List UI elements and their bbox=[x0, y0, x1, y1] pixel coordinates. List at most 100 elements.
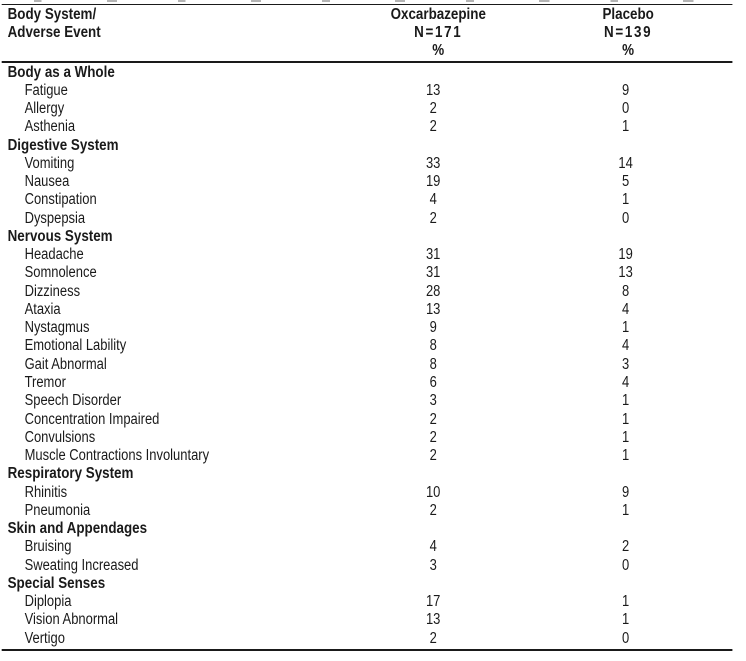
oxcarbazepine-value: 13 bbox=[425, 81, 441, 99]
oxcarbazepine-value: 2 bbox=[429, 100, 437, 118]
table-row: Sweating Increased 3 0 bbox=[0, 557, 746, 575]
table-row: Vertigo 2 0 bbox=[0, 630, 746, 648]
table-row: Dyspepsia 2 0 bbox=[0, 210, 746, 228]
placebo-value: 1 bbox=[621, 611, 630, 629]
column-header-body-system-adverse-event: Body System/ Adverse Event bbox=[8, 6, 101, 42]
adverse-event-label: Headache bbox=[24, 246, 84, 264]
table-row: Ataxia 13 4 bbox=[0, 301, 746, 319]
table-row: Tremor 6 4 bbox=[0, 374, 746, 392]
section-label: Nervous System bbox=[7, 227, 113, 245]
placebo-value: 8 bbox=[621, 282, 630, 300]
oxcarbazepine-value: 10 bbox=[425, 483, 441, 501]
section-label: Skin and Appendages bbox=[7, 520, 148, 538]
placebo-value: 14 bbox=[618, 154, 633, 172]
adverse-event-label: Dyspepsia bbox=[24, 209, 86, 227]
table-row: Speech Disorder 3 1 bbox=[0, 392, 746, 410]
placebo-value: 1 bbox=[621, 428, 630, 446]
adverse-event-label: Speech Disorder bbox=[24, 392, 122, 410]
oxcarbazepine-value: 8 bbox=[429, 355, 437, 373]
adverse-event-label: Rhinitis bbox=[24, 483, 68, 501]
adverse-event-label: Constipation bbox=[24, 191, 97, 209]
placebo-value: 1 bbox=[621, 319, 630, 337]
header-line-percent-sign: % bbox=[432, 42, 445, 59]
placebo-value: 0 bbox=[621, 100, 630, 118]
column-header-placebo: Placebo N=139 % bbox=[602, 6, 653, 60]
table-section-row: Respiratory System bbox=[0, 465, 746, 483]
oxcarbazepine-value: 33 bbox=[425, 154, 441, 172]
section-label: Body as a Whole bbox=[7, 63, 115, 81]
adverse-event-label: Concentration Impaired bbox=[24, 410, 160, 428]
header-line-adverse-event: Adverse Event bbox=[7, 24, 101, 41]
oxcarbazepine-value: 17 bbox=[425, 593, 441, 611]
table-row: Convulsions 2 1 bbox=[0, 429, 746, 447]
placebo-value: 1 bbox=[621, 410, 630, 428]
adverse-event-label: Nausea bbox=[24, 173, 70, 191]
table-section-row: Special Senses bbox=[0, 575, 746, 593]
placebo-value: 0 bbox=[621, 629, 630, 647]
placebo-value: 9 bbox=[621, 483, 630, 501]
adverse-event-label: Bruising bbox=[24, 538, 72, 556]
table-section-row: Body as a Whole bbox=[0, 64, 746, 82]
placebo-value: 9 bbox=[621, 81, 630, 99]
table-row: Bruising 4 2 bbox=[0, 538, 746, 556]
cropped-text-artifacts bbox=[33, 0, 704, 2]
placebo-value: 1 bbox=[621, 447, 630, 465]
placebo-value: 1 bbox=[621, 118, 630, 136]
placebo-value: 5 bbox=[621, 173, 630, 191]
adverse-event-label: Somnolence bbox=[24, 264, 97, 282]
oxcarbazepine-value: 2 bbox=[429, 447, 437, 465]
table-row: Vomiting 33 14 bbox=[0, 155, 746, 173]
table-header: Body System/ Adverse Event Oxcarbazepine… bbox=[0, 5, 746, 60]
oxcarbazepine-value: 4 bbox=[429, 191, 437, 209]
table-row: Constipation 4 1 bbox=[0, 191, 746, 209]
adverse-event-label: Vomiting bbox=[24, 154, 75, 172]
placebo-value: 4 bbox=[621, 337, 630, 355]
placebo-value: 4 bbox=[621, 374, 630, 392]
table-row: Nausea 19 5 bbox=[0, 173, 746, 191]
placebo-value: 19 bbox=[618, 246, 633, 264]
table-section-row: Digestive System bbox=[0, 137, 746, 155]
table-row: Nystagmus 9 1 bbox=[0, 319, 746, 337]
adverse-event-label: Convulsions bbox=[24, 428, 96, 446]
oxcarbazepine-value: 2 bbox=[429, 410, 437, 428]
oxcarbazepine-value: 19 bbox=[425, 173, 441, 191]
placebo-value: 1 bbox=[621, 593, 630, 611]
oxcarbazepine-value: 28 bbox=[425, 282, 441, 300]
table-row: Emotional Lability 8 4 bbox=[0, 337, 746, 355]
placebo-value: 0 bbox=[621, 209, 630, 227]
placebo-value: 3 bbox=[621, 355, 630, 373]
table-row: Rhinitis 10 9 bbox=[0, 484, 746, 502]
header-line-drug-name: Oxcarbazepine bbox=[390, 6, 486, 23]
table-row: Asthenia 2 1 bbox=[0, 118, 746, 136]
section-label: Special Senses bbox=[7, 574, 106, 592]
table-row: Vision Abnormal 13 1 bbox=[0, 611, 746, 629]
header-line-body-system: Body System/ bbox=[7, 6, 97, 23]
adverse-event-label: Fatigue bbox=[24, 81, 68, 99]
placebo-value: 0 bbox=[621, 556, 630, 574]
table-row: Muscle Contractions Involuntary 2 1 bbox=[0, 447, 746, 465]
section-label: Digestive System bbox=[7, 136, 119, 154]
table-row: Pneumonia 2 1 bbox=[0, 502, 746, 520]
table-row: Allergy 2 0 bbox=[0, 100, 746, 118]
oxcarbazepine-value: 31 bbox=[425, 246, 441, 264]
table-row: Somnolence 31 13 bbox=[0, 264, 746, 282]
section-label: Respiratory System bbox=[7, 465, 134, 483]
table-row: Concentration Impaired 2 1 bbox=[0, 411, 746, 429]
table-body: Body as a Whole Fatigue 13 9 Allergy 2 0… bbox=[0, 64, 746, 649]
table-row: Diplopia 17 1 bbox=[0, 593, 746, 611]
oxcarbazepine-value: 4 bbox=[429, 538, 437, 556]
adverse-event-label: Muscle Contractions Involuntary bbox=[24, 447, 210, 465]
oxcarbazepine-value: 3 bbox=[429, 556, 437, 574]
oxcarbazepine-value: 2 bbox=[429, 209, 437, 227]
oxcarbazepine-value: 2 bbox=[429, 118, 437, 136]
table-bottom-rule bbox=[1, 648, 733, 651]
oxcarbazepine-value: 2 bbox=[429, 501, 437, 519]
placebo-value: 4 bbox=[621, 300, 630, 318]
header-line-n-count: N=139 bbox=[603, 24, 653, 41]
oxcarbazepine-value: 8 bbox=[429, 337, 437, 355]
table-top-rule bbox=[1, 3, 733, 6]
oxcarbazepine-value: 2 bbox=[429, 629, 437, 647]
header-rule bbox=[1, 60, 733, 63]
placebo-value: 1 bbox=[621, 392, 630, 410]
